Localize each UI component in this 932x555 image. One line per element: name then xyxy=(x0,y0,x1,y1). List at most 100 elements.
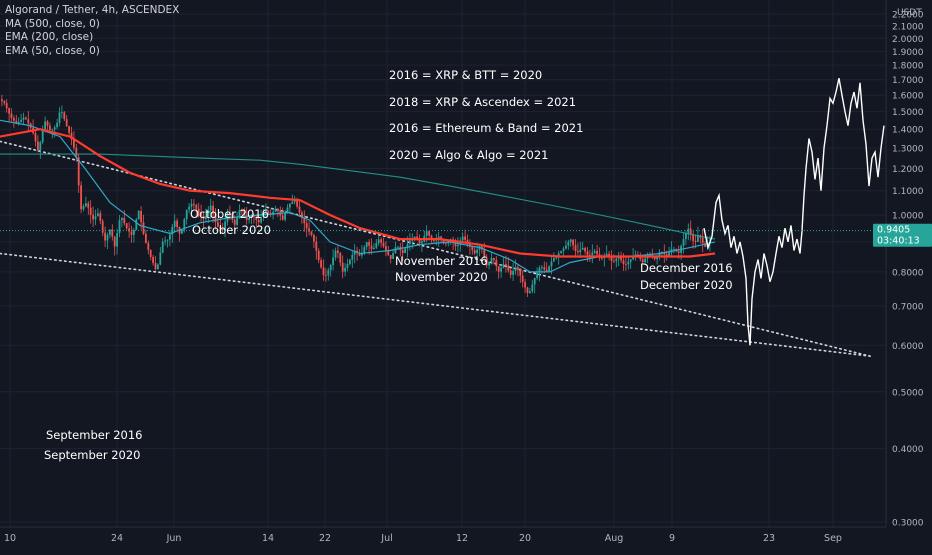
candle xyxy=(133,227,135,243)
candle xyxy=(149,249,152,261)
candle-body xyxy=(89,207,92,215)
candle xyxy=(128,222,130,238)
candle xyxy=(190,199,193,215)
candle-body xyxy=(685,233,687,240)
candle xyxy=(382,237,385,249)
candle-body xyxy=(632,256,634,260)
candle-body xyxy=(63,112,66,120)
candle-body xyxy=(53,127,56,130)
ema50-line xyxy=(0,119,716,273)
candle-body xyxy=(613,261,615,262)
candle-body xyxy=(337,250,339,254)
price-axis[interactable] xyxy=(886,0,932,550)
candle xyxy=(543,261,546,274)
candle-body xyxy=(620,256,622,261)
candle xyxy=(63,111,66,122)
y-tick-label: 1.7000 xyxy=(892,76,924,86)
candle-body xyxy=(483,249,486,258)
candle xyxy=(327,267,330,281)
candle-body xyxy=(637,254,639,256)
candle-body xyxy=(133,229,135,235)
candle xyxy=(221,223,224,234)
y-tick-label: 0.6000 xyxy=(892,342,924,352)
candle-body xyxy=(101,220,104,233)
candle-body xyxy=(548,266,550,272)
legend-ema50[interactable]: EMA (50, close, 0) xyxy=(5,44,100,57)
candle xyxy=(377,235,380,246)
candle xyxy=(533,277,536,294)
candle-body xyxy=(164,240,166,242)
annotations: 2016 = XRP & BTT = 2020 2018 = XRP & Asce… xyxy=(44,68,733,462)
candle xyxy=(58,107,61,127)
candle-body xyxy=(317,250,320,261)
candle-body xyxy=(176,220,178,228)
legend-ema200[interactable]: EMA (200, close) xyxy=(5,31,94,43)
candle-body xyxy=(253,215,255,217)
candle-body xyxy=(85,203,87,207)
candle-body xyxy=(97,213,99,217)
candle-body xyxy=(73,139,75,148)
candle-body xyxy=(219,226,222,229)
y-tick-label: 1.8000 xyxy=(892,62,924,72)
candle-body xyxy=(689,228,692,235)
candle xyxy=(569,238,572,247)
candle-body xyxy=(15,120,18,124)
candle xyxy=(303,210,306,232)
label-december-2016: December 2016 xyxy=(640,261,733,275)
candle xyxy=(517,263,519,277)
candle-body xyxy=(121,218,123,221)
y-tick-label: 0.7000 xyxy=(892,302,924,312)
candle-body xyxy=(394,247,397,253)
candle-body xyxy=(341,262,344,272)
note-xrp-ascendex: 2018 = XRP & Ascendex = 2021 xyxy=(389,95,576,109)
label-december-2020: December 2020 xyxy=(640,278,733,292)
label-september-2020: September 2020 xyxy=(44,448,141,462)
candle-body xyxy=(413,236,416,239)
candle-body xyxy=(238,210,241,218)
candle xyxy=(214,208,217,230)
x-tick-label: Jun xyxy=(166,533,182,544)
candle-body xyxy=(577,251,579,253)
candle-body xyxy=(329,265,332,271)
y-tick-label: 0.4000 xyxy=(892,445,924,455)
candle-body xyxy=(507,265,510,271)
candle xyxy=(565,240,567,250)
candle xyxy=(493,257,495,265)
candle-body xyxy=(277,208,279,211)
candle-body xyxy=(207,210,210,217)
candle xyxy=(389,255,392,264)
candle xyxy=(490,251,493,265)
candle xyxy=(20,113,22,124)
candle-body xyxy=(5,103,8,109)
legend-symbol[interactable]: Algorand / Tether, 4h, ASCENDEX xyxy=(5,4,180,16)
candle-body xyxy=(315,241,318,251)
note-xrp-btt: 2016 = XRP & BTT = 2020 xyxy=(389,68,542,82)
candle xyxy=(317,248,320,264)
candle xyxy=(351,251,354,269)
legend-ma500[interactable]: MA (500, close, 0) xyxy=(5,17,100,30)
candle xyxy=(97,208,99,217)
candle-body xyxy=(349,259,351,265)
candle-body xyxy=(80,185,82,210)
candle-body xyxy=(344,267,346,272)
note-ethereum-band: 2016 = Ethereum & Band = 2021 xyxy=(389,121,583,135)
candle xyxy=(421,238,423,252)
candle xyxy=(5,99,8,113)
time-axis[interactable] xyxy=(0,527,932,550)
candle-body xyxy=(687,228,690,234)
candle-body xyxy=(1,99,3,102)
candle xyxy=(476,242,478,260)
candle xyxy=(113,235,116,256)
candle-body xyxy=(406,243,409,249)
projected-price-line xyxy=(703,78,885,346)
candle xyxy=(502,257,505,269)
candle xyxy=(68,125,70,137)
candle-body xyxy=(517,267,519,270)
candle-body xyxy=(197,208,200,213)
candle xyxy=(152,254,154,266)
candle xyxy=(171,223,174,243)
candle-body xyxy=(284,213,286,220)
